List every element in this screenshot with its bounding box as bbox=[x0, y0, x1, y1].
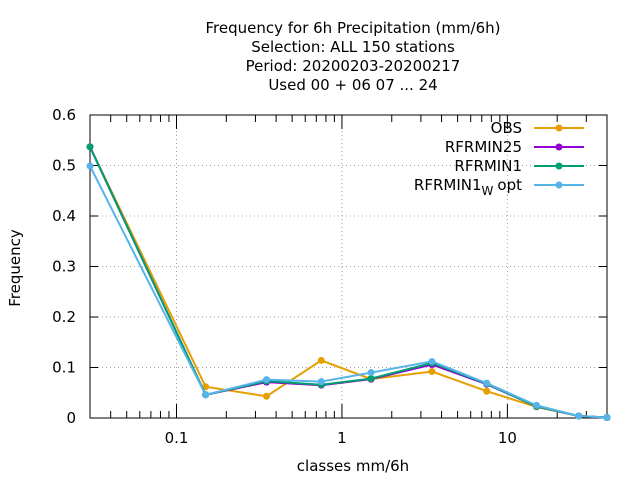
legend-name: RFRMIN25 bbox=[445, 138, 522, 156]
legend-subscript: W bbox=[482, 184, 494, 198]
title-line-1: Frequency for 6h Precipitation (mm/6h) bbox=[205, 19, 500, 37]
y-tick-label: 0.5 bbox=[52, 157, 76, 175]
series-1-point bbox=[483, 387, 491, 395]
legend-label-3: RFRMIN1 bbox=[454, 157, 522, 175]
series-1-point bbox=[317, 356, 325, 364]
plot-frame bbox=[89, 114, 608, 419]
series-4-point bbox=[367, 369, 375, 377]
series-4-point bbox=[202, 391, 210, 399]
legend-suffix: opt bbox=[497, 176, 522, 194]
legend-label-1: OBS bbox=[491, 119, 522, 137]
legend-label-4: RFRMIN1W opt bbox=[414, 176, 522, 198]
series-4-point bbox=[533, 401, 541, 409]
series-lines bbox=[86, 143, 611, 421]
y-tick-label: 0.3 bbox=[52, 258, 76, 276]
legend-marker-2 bbox=[555, 143, 563, 151]
series-4-point bbox=[317, 378, 325, 386]
series-3-point bbox=[367, 375, 375, 383]
x-tick-label: 0.1 bbox=[165, 429, 189, 447]
x-axis-label: classes mm/6h bbox=[297, 457, 409, 475]
series-4-point bbox=[86, 162, 94, 170]
series-4-point bbox=[263, 376, 271, 384]
y-tick-label: 0.6 bbox=[52, 106, 76, 124]
legend-name: RFRMIN1 bbox=[454, 157, 522, 175]
series-1-point bbox=[263, 392, 271, 400]
title-line-3: Period: 20200203-20200217 bbox=[246, 57, 461, 75]
series-1-point bbox=[202, 383, 210, 391]
y-tick-label: 0.4 bbox=[52, 207, 76, 225]
axes: 0 0.1 0.2 0.3 0.4 0.5 0.6 0.1 1 10 bbox=[52, 106, 608, 447]
series-1-point bbox=[428, 368, 436, 376]
y-axis-label: Frequency bbox=[6, 229, 24, 307]
series-3-point bbox=[86, 143, 94, 151]
legend-name: OBS bbox=[491, 119, 522, 137]
legend-marker-3 bbox=[555, 162, 563, 170]
legend-name: RFRMIN1 bbox=[414, 176, 482, 194]
series-4-point bbox=[575, 412, 583, 420]
grid bbox=[90, 115, 607, 418]
series-4-point bbox=[428, 357, 436, 365]
x-tick-label: 10 bbox=[498, 429, 517, 447]
chart-title: Frequency for 6h Precipitation (mm/6h) S… bbox=[205, 19, 500, 94]
legend-marker-1 bbox=[555, 124, 563, 132]
title-line-2: Selection: ALL 150 stations bbox=[251, 38, 455, 56]
series-4-point bbox=[483, 379, 491, 387]
title-line-4: Used 00 + 06 07 ... 24 bbox=[268, 76, 437, 94]
x-tick-label: 1 bbox=[337, 429, 347, 447]
series-line-4 bbox=[89, 165, 608, 419]
legend-label-2: RFRMIN25 bbox=[445, 138, 522, 156]
series-4-point bbox=[603, 413, 611, 421]
y-tick-label: 0.1 bbox=[52, 359, 76, 377]
legend-marker-4 bbox=[555, 181, 563, 189]
y-tick-label: 0 bbox=[66, 409, 76, 427]
y-tick-label: 0.2 bbox=[52, 308, 76, 326]
